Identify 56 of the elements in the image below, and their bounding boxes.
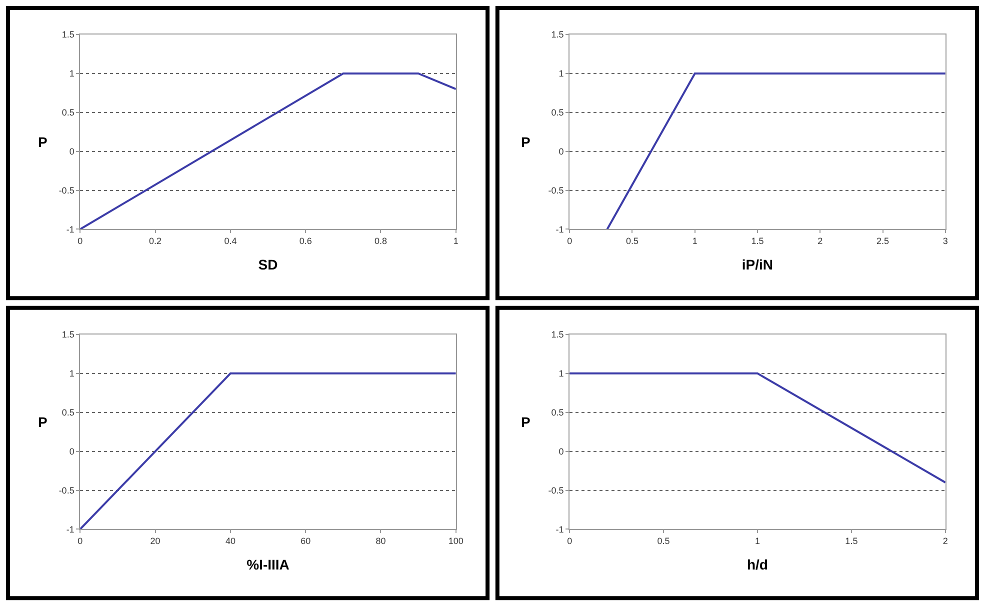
x-tick-label: 0.5 <box>657 536 670 546</box>
x-axis-title: iP/iN <box>742 256 774 272</box>
y-tick-label: 0 <box>69 446 74 456</box>
y-tick-label: -0.5 <box>58 185 74 196</box>
x-tick-label: 0 <box>567 536 572 546</box>
x-tick-label: 0 <box>78 536 83 546</box>
y-axis-title: P <box>38 414 48 430</box>
y-tick-label: 0.5 <box>551 408 564 418</box>
x-tick-label: 2 <box>818 236 823 246</box>
x-tick-label: 1 <box>692 236 698 246</box>
y-tick-label: 1 <box>558 68 564 79</box>
y-tick-label: -1 <box>556 224 564 234</box>
x-tick-label: 60 <box>300 536 311 546</box>
y-tick-label: 0.5 <box>62 408 74 418</box>
y-tick-label: -1 <box>66 524 74 534</box>
x-tick-label: 100 <box>448 536 464 546</box>
x-tick-label: 2 <box>942 536 948 546</box>
x-tick-label: 0.6 <box>299 236 312 246</box>
x-tick-label: 1.5 <box>751 236 764 246</box>
y-tick-label: 1 <box>558 368 564 379</box>
y-tick-label: -0.5 <box>548 485 564 496</box>
x-axis-title: %I-IIIA <box>246 556 290 572</box>
y-tick-label: -0.5 <box>58 485 74 496</box>
y-axis-title: P <box>521 414 530 430</box>
x-tick-label: 1 <box>453 236 458 246</box>
x-tick-label: 0.8 <box>374 236 387 246</box>
y-tick-label: 0 <box>558 146 564 156</box>
x-tick-label: 0 <box>567 236 572 246</box>
x-tick-label: 0.4 <box>224 236 237 246</box>
y-axis-title: P <box>521 134 530 150</box>
x-tick-label: 0 <box>78 236 83 246</box>
y-tick-label: -0.5 <box>548 185 564 196</box>
y-axis-title: P <box>38 134 48 150</box>
y-tick-label: 0 <box>558 446 564 456</box>
y-tick-label: 0 <box>69 146 74 156</box>
x-tick-label: 1.5 <box>845 536 858 546</box>
x-tick-label: 0.5 <box>626 236 638 246</box>
y-tick-label: 1 <box>69 68 74 79</box>
y-tick-label: 1.5 <box>62 30 74 40</box>
x-axis-title: SD <box>258 256 278 272</box>
x-tick-label: 3 <box>942 236 948 246</box>
y-tick-label: -1 <box>66 224 74 234</box>
x-axis-title: h/d <box>746 556 768 572</box>
y-tick-label: 1.5 <box>551 30 564 40</box>
y-tick-label: 0.5 <box>551 108 564 118</box>
x-tick-label: 20 <box>150 536 160 546</box>
y-tick-label: -1 <box>556 524 564 534</box>
x-tick-label: 40 <box>225 536 236 546</box>
x-tick-label: 80 <box>376 536 386 546</box>
y-tick-label: 1.5 <box>551 330 564 340</box>
x-tick-label: 1 <box>754 536 760 546</box>
x-tick-label: 0.2 <box>149 236 162 246</box>
y-tick-label: 0.5 <box>62 108 74 118</box>
y-tick-label: 1 <box>69 368 74 379</box>
y-tick-label: 1.5 <box>62 330 74 340</box>
x-tick-label: 2.5 <box>876 236 890 246</box>
